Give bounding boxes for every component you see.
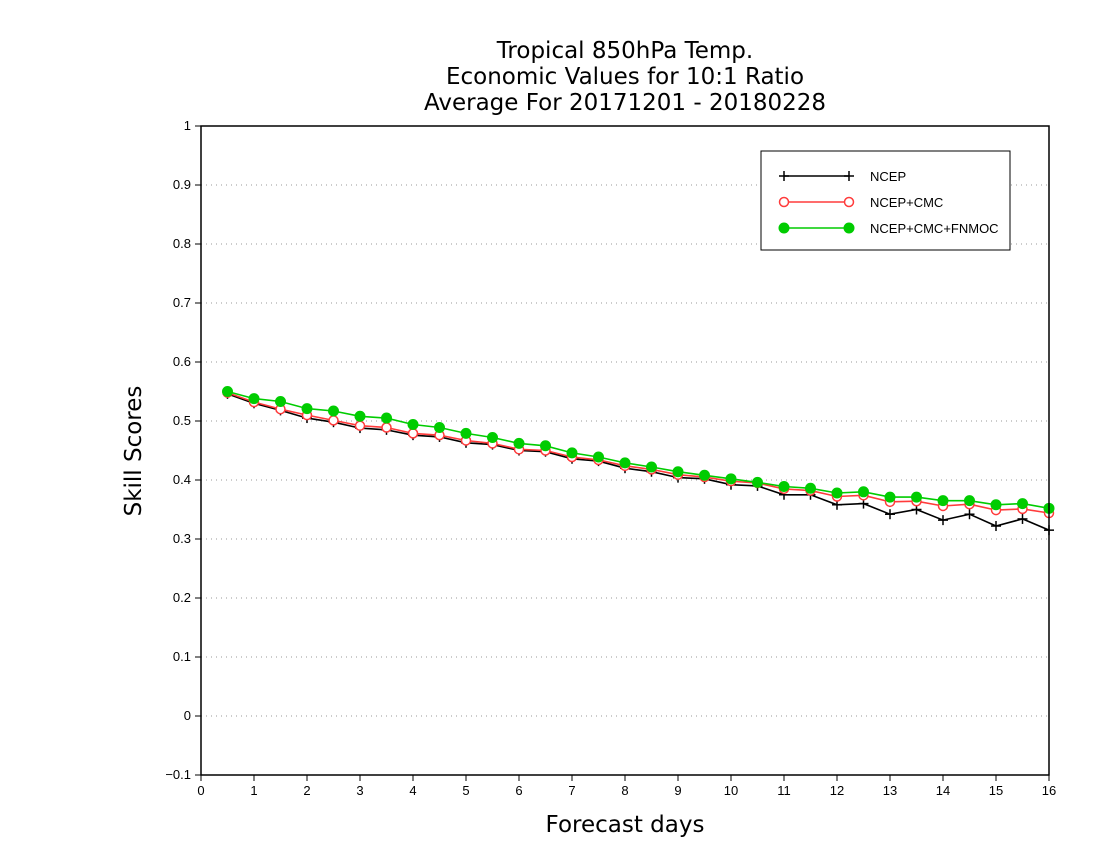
y-tick-label: −0.1	[165, 767, 191, 782]
x-tick-label: 7	[568, 783, 575, 798]
data-point	[911, 491, 922, 503]
legend-entry: NCEP	[779, 169, 906, 184]
y-tick-label: 0.9	[173, 177, 191, 192]
series-line	[227, 391, 1050, 514]
legend-marker	[844, 171, 854, 181]
series-2	[222, 386, 1055, 514]
y-tick-label: 1	[184, 118, 191, 133]
data-point	[487, 432, 498, 444]
data-point	[460, 427, 472, 439]
series-0	[222, 388, 1054, 536]
data-point	[937, 495, 949, 507]
series-line	[227, 390, 1050, 510]
plot-frame	[200, 125, 1050, 776]
x-tick-label: 2	[303, 783, 310, 798]
data-point	[990, 499, 1002, 511]
data-point	[354, 420, 366, 431]
x-tick-label: 1	[250, 783, 257, 798]
data-point	[354, 410, 366, 422]
x-tick-label: 10	[724, 783, 738, 798]
data-point	[540, 440, 551, 452]
data-point	[434, 421, 445, 433]
legend-entry: NCEP+CMC+FNMOC	[778, 221, 999, 236]
x-tick-label: 3	[356, 783, 363, 798]
legend: NCEP NCEP+CMC NCEP+CMC+FNMOC	[760, 150, 1011, 251]
x-tick-label: 9	[674, 783, 681, 798]
data-point	[328, 415, 339, 426]
chart-title: Tropical 850hPa Temp. Economic Values fo…	[424, 38, 826, 116]
x-tick-label: 15	[989, 783, 1003, 798]
data-point	[407, 419, 419, 431]
legend-marker	[843, 222, 855, 234]
x-axis-label: Forecast days	[546, 812, 705, 838]
axis-ticks: −0.100.10.20.30.40.50.60.70.80.910 1 2 3 4 5 6…	[165, 118, 1056, 798]
y-tick-label: 0.8	[173, 236, 191, 251]
data-point	[248, 393, 260, 405]
y-tick-label: 0.5	[173, 413, 191, 428]
data-point	[222, 386, 233, 397]
data-point	[301, 403, 313, 415]
y-tick-label: 0.1	[173, 649, 191, 664]
data-point	[991, 521, 1001, 532]
data-point	[328, 405, 339, 417]
title-line-3: Average For 20171201 - 20180228	[424, 90, 826, 116]
y-tick-label: 0.2	[173, 590, 191, 605]
y-tick-label: 0.3	[173, 531, 191, 546]
title-line-1: Tropical 850hPa Temp.	[496, 38, 753, 64]
data-point	[593, 451, 604, 463]
y-tick-label: 0.7	[173, 295, 191, 310]
data-point	[885, 509, 895, 520]
data-point	[1017, 498, 1028, 510]
data-point	[964, 509, 975, 520]
data-point	[884, 491, 896, 503]
data-point	[513, 437, 525, 449]
legend-label: NCEP+CMC	[870, 195, 943, 210]
x-tick-label: 8	[621, 783, 628, 798]
data-point	[672, 466, 684, 478]
x-tick-label: 5	[462, 783, 469, 798]
data-point	[619, 457, 631, 469]
legend-label: NCEP	[870, 169, 906, 184]
data-point	[725, 473, 737, 485]
x-tick-label: 0	[197, 783, 204, 798]
data-point	[699, 469, 710, 481]
y-axis-label: Skill Scores	[121, 386, 147, 517]
data-point	[778, 480, 790, 492]
legend-box	[760, 150, 1011, 251]
data-point	[858, 486, 869, 498]
title-line-2: Economic Values for 10:1 Ratio	[446, 64, 804, 90]
x-tick-label: 14	[936, 783, 950, 798]
x-tick-label: 6	[515, 783, 522, 798]
x-tick-label: 12	[830, 783, 844, 798]
y-tick-label: 0.6	[173, 354, 191, 369]
x-tick-label: 16	[1042, 783, 1056, 798]
legend-marker	[778, 196, 790, 208]
data-point	[381, 422, 392, 433]
data-point	[938, 515, 948, 526]
x-tick-label: 4	[409, 783, 416, 798]
data-point	[646, 461, 657, 473]
data-point	[964, 495, 975, 507]
data-point	[805, 482, 816, 494]
data-point	[381, 412, 392, 424]
grid	[201, 184, 1049, 717]
y-tick-label: 0	[184, 708, 191, 723]
data-point	[566, 447, 578, 459]
data-point	[752, 476, 763, 488]
legend-label: NCEP+CMC+FNMOC	[870, 221, 999, 236]
data-point	[275, 396, 286, 408]
data-point	[1017, 513, 1028, 524]
series-layer	[222, 386, 1055, 536]
x-tick-label: 11	[777, 783, 791, 798]
legend-entry: NCEP+CMC	[778, 195, 943, 210]
legend-marker	[778, 222, 790, 234]
data-point	[831, 487, 843, 499]
legend-marker	[779, 171, 789, 181]
data-point	[407, 428, 419, 439]
x-tick-label: 13	[883, 783, 897, 798]
legend-marker	[843, 196, 855, 208]
y-tick-label: 0.4	[173, 472, 191, 487]
